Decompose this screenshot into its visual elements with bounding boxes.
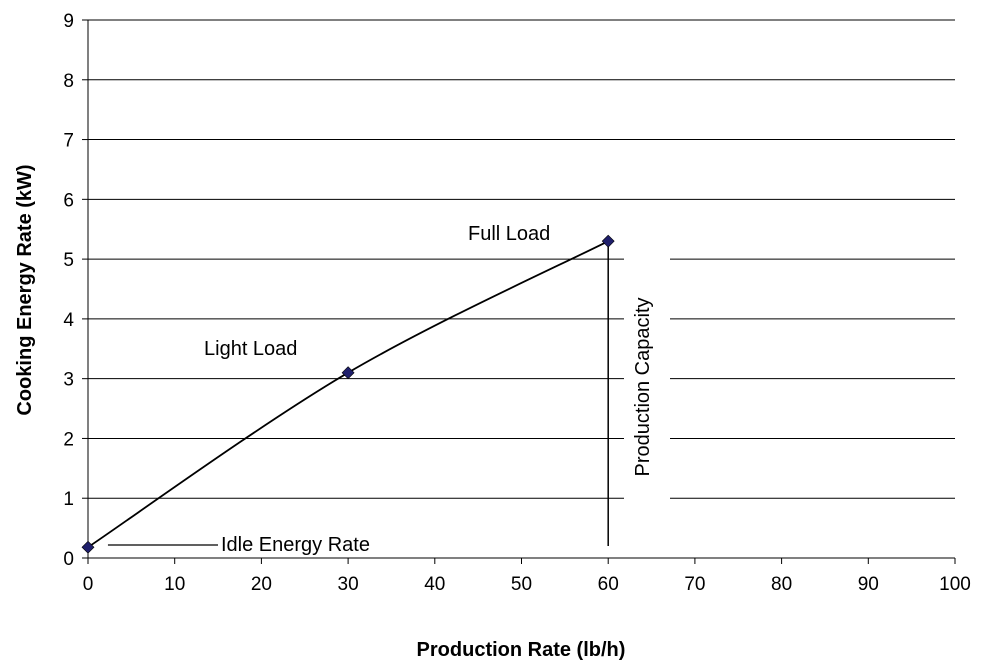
y-tick-label-9: 9 <box>63 11 74 32</box>
annotation-idle-energy-rate: Idle Energy Rate <box>221 534 370 556</box>
y-tick-labels: 0 1 2 3 4 5 6 7 8 9 <box>63 11 74 570</box>
y-tick-label-1: 1 <box>63 489 74 510</box>
x-tick-label-50: 50 <box>511 574 532 595</box>
data-point-0 <box>81 540 95 554</box>
y-tick-label-2: 2 <box>63 429 74 450</box>
y-tick-label-4: 4 <box>63 310 74 331</box>
x-tick-label-20: 20 <box>251 574 272 595</box>
capacity-label-background <box>624 258 670 516</box>
x-tick-label-0: 0 <box>83 574 94 595</box>
x-tick-label-80: 80 <box>771 574 792 595</box>
annotation-light-load: Light Load <box>204 338 297 360</box>
data-point-30 <box>341 366 355 380</box>
x-tick-label-90: 90 <box>858 574 879 595</box>
x-tick-label-30: 30 <box>338 574 359 595</box>
x-tick-label-100: 100 <box>939 574 971 595</box>
x-tick-label-40: 40 <box>424 574 445 595</box>
x-tick-label-70: 70 <box>684 574 705 595</box>
y-tick-label-3: 3 <box>63 370 74 391</box>
axes <box>82 19 956 564</box>
data-markers <box>81 234 615 554</box>
x-axis-title: Production Rate (lb/h) <box>417 639 626 661</box>
y-tick-label-7: 7 <box>63 131 74 152</box>
data-point-60 <box>601 234 615 248</box>
y-tick-label-5: 5 <box>63 250 74 271</box>
annotation-production-capacity: Production Capacity <box>632 298 654 477</box>
y-tick-label-6: 6 <box>63 190 74 211</box>
gridlines <box>88 19 955 499</box>
x-tick-labels: 0 10 20 30 40 50 60 70 80 90 100 <box>83 574 971 595</box>
x-tick-label-10: 10 <box>164 574 185 595</box>
y-tick-label-8: 8 <box>63 71 74 92</box>
y-axis-title: Cooking Energy Rate (kW) <box>14 164 36 415</box>
y-tick-label-0: 0 <box>63 549 74 570</box>
annotation-full-load: Full Load <box>468 223 550 245</box>
x-tick-label-60: 60 <box>598 574 619 595</box>
